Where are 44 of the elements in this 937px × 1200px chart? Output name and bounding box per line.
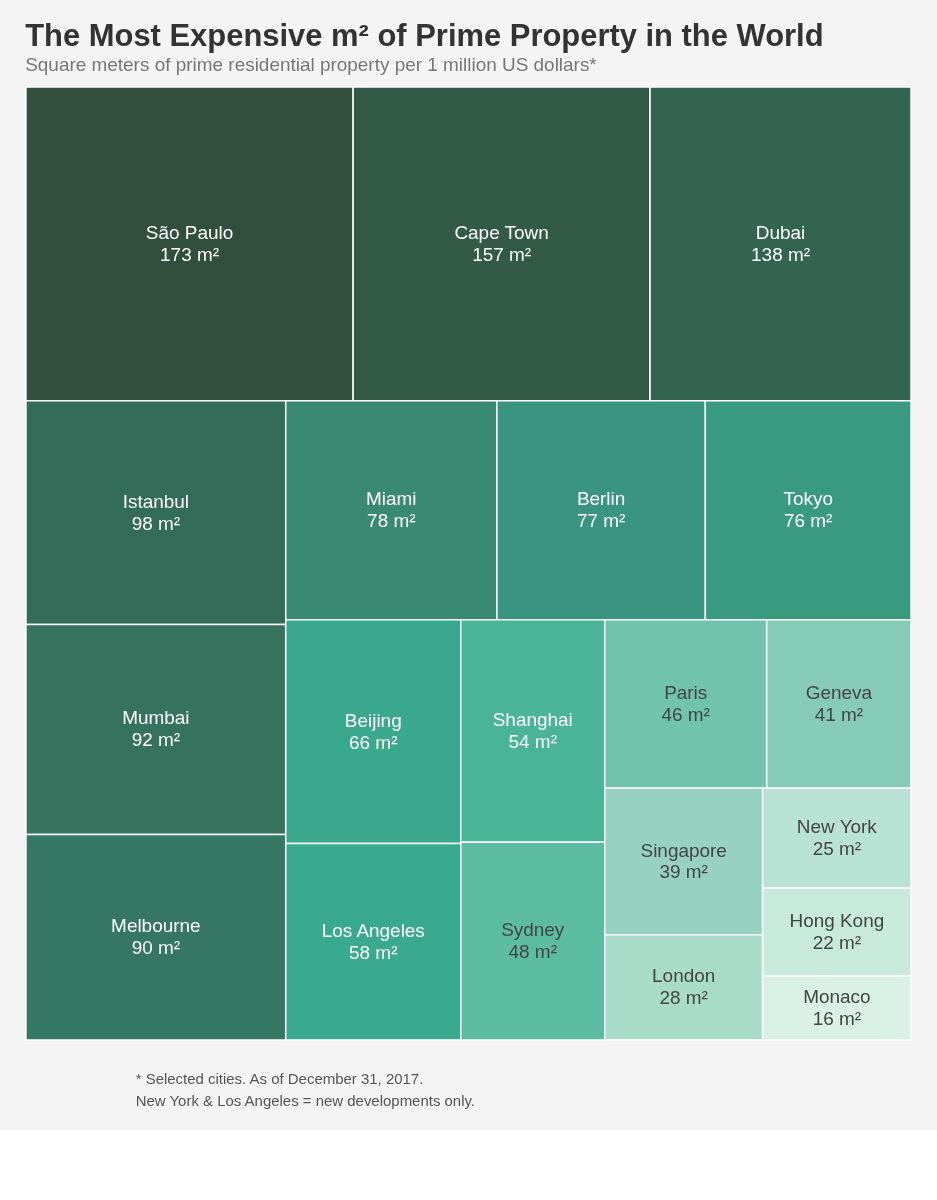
- category-label: Los Angeles: [321, 919, 425, 941]
- data-label: 54 m²: [508, 730, 557, 752]
- data-label: 48 m²: [508, 941, 557, 963]
- data-label: 173 m²: [160, 243, 220, 265]
- category-label: São Paulo: [145, 221, 234, 243]
- data-label: 46 m²: [661, 703, 710, 725]
- category-label: Beijing: [344, 709, 402, 731]
- text: * Selected cities. As of December 31, 2017.: [135, 1069, 424, 1087]
- category-label: Paris: [664, 682, 708, 704]
- data-label: 22 m²: [812, 932, 862, 954]
- category-label: Miami: [366, 488, 417, 510]
- category-label: London: [652, 965, 716, 987]
- text: The Most Expensive m² of Prime Property in the World: [25, 18, 824, 54]
- category-label: Mumbai: [122, 707, 190, 729]
- data-label: 77 m²: [576, 510, 626, 532]
- data-label: 92 m²: [131, 729, 181, 751]
- data-label: 90 m²: [131, 937, 181, 959]
- category-label: Tokyo: [783, 488, 833, 510]
- data-label: 78 m²: [367, 510, 416, 532]
- category-label: Melbourne: [111, 915, 201, 937]
- category-label: Sydney: [501, 919, 565, 941]
- data-label: 39 m²: [659, 861, 708, 883]
- category-label: Cape Town: [454, 221, 549, 243]
- data-label: 41 m²: [814, 703, 864, 725]
- data-label: 157 m²: [472, 243, 532, 265]
- data-label: 66 m²: [349, 731, 398, 753]
- data-label: 25 m²: [812, 838, 862, 860]
- category-label: Shanghai: [492, 709, 573, 731]
- category-label: New York: [796, 816, 878, 838]
- data-label: 98 m²: [131, 512, 181, 534]
- category-label: Geneva: [805, 682, 873, 704]
- category-label: Singapore: [640, 839, 727, 861]
- data-label: 58 m²: [349, 941, 398, 963]
- category-label: Berlin: [576, 488, 626, 510]
- category-label: Monaco: [803, 986, 871, 1008]
- text: Square meters of prime residential property per 1 million US dollars*: [25, 54, 598, 76]
- text: New York & Los Angeles = new developments only.: [135, 1091, 476, 1109]
- data-label: 16 m²: [812, 1007, 862, 1029]
- category-label: Istanbul: [122, 490, 189, 512]
- data-label: 76 m²: [783, 510, 833, 532]
- data-label: 138 m²: [751, 243, 811, 265]
- category-label: Dubai: [755, 221, 806, 243]
- category-label: Hong Kong: [789, 910, 885, 932]
- data-label: 28 m²: [659, 987, 708, 1009]
